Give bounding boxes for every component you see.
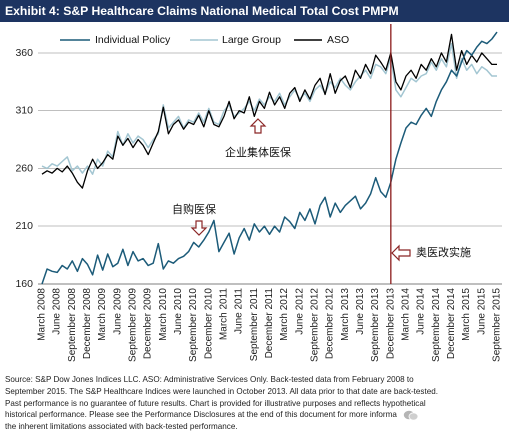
legend: Individual Policy Large Group ASO — [60, 34, 349, 46]
y-tick-label: 310 — [15, 105, 33, 117]
footnote-line: historical performance. Please see the P… — [5, 410, 397, 420]
x-tick-label: June 2012 — [294, 288, 305, 335]
y-tick-label: 360 — [15, 47, 33, 59]
x-tick-label: March 2015 — [461, 288, 472, 341]
y-tick-label: 260 — [15, 162, 33, 174]
x-tick-label: June 2013 — [355, 288, 366, 335]
chart-title: Exhibit 4: S&P Healthcare Claims Nationa… — [5, 4, 399, 18]
x-tick-label: September 2012 — [310, 288, 321, 362]
legend-item-large-group: Large Group — [190, 34, 281, 46]
x-tick-label: March 2011 — [219, 288, 230, 341]
footnote-line-with-watermark: historical performance. Please see the P… — [5, 409, 505, 421]
y-tick-label: 210 — [15, 220, 33, 232]
x-tick-label: June 2009 — [112, 288, 123, 335]
x-tick-label: December 2009 — [143, 288, 154, 360]
annotation-label: 企业集体医保 — [225, 145, 291, 159]
wechat-watermark-icon — [403, 410, 419, 421]
up-arrow-icon — [249, 118, 267, 134]
legend-label-large-group: Large Group — [222, 34, 281, 46]
x-tick-label: June 2014 — [416, 288, 427, 335]
legend-item-individual-policy: Individual Policy — [60, 34, 171, 46]
footnote-line: Past performance is no guarantee of futu… — [5, 398, 426, 408]
x-tick-label: March 2009 — [97, 288, 108, 341]
legend-label-individual-policy: Individual Policy — [95, 34, 171, 46]
x-tick-label: December 2012 — [325, 288, 336, 360]
annotation-enterprise-group: 企业集体医保 — [225, 118, 291, 159]
series-line-large-group — [41, 42, 497, 175]
x-tick-label: September 2011 — [249, 288, 260, 362]
footnote-line: the inherent limitations associated with… — [5, 422, 238, 432]
x-tick-label: December 2011 — [264, 288, 275, 359]
series-lines — [41, 31, 498, 285]
x-tick-label: September 2013 — [370, 288, 381, 362]
y-tick-labels: 160 210 260 310 360 — [15, 47, 33, 290]
left-arrow-icon — [391, 244, 411, 262]
line-chart: 160 210 260 310 360 March 2008 June 2008 Septe… — [15, 24, 503, 362]
footnote-line: Source: S&P Dow Jones Indices LLC. ASO: … — [5, 375, 414, 384]
x-tick-label: March 2008 — [37, 288, 48, 341]
series-line-aso — [41, 33, 497, 189]
annotation-aca: 奥医改实施 — [391, 244, 471, 262]
x-tick-label: December 2013 — [385, 288, 396, 360]
x-tick-label: September 2014 — [431, 288, 442, 362]
annotation-individual: 自购医保 — [172, 202, 216, 236]
x-tick-label: June 2008 — [52, 288, 63, 335]
x-tick-label: December 2008 — [82, 288, 93, 360]
x-tick-label: March 2013 — [340, 288, 351, 341]
x-tick-label: June 2010 — [173, 288, 184, 335]
x-tick-label: December 2010 — [203, 288, 214, 360]
x-tick-label: December 2014 — [446, 288, 457, 360]
footnote-line: September 2015. The S&P Healthcare Indic… — [5, 386, 438, 396]
title-bar: Exhibit 4: S&P Healthcare Claims Nationa… — [0, 0, 509, 22]
x-tick-label: March 2014 — [401, 288, 412, 341]
x-tick-label: September 2015 — [492, 288, 503, 362]
annotation-label: 自购医保 — [172, 202, 216, 216]
legend-label-aso: ASO — [327, 34, 349, 46]
x-tick-label: September 2010 — [188, 288, 199, 362]
footnote: Source: S&P Dow Jones Indices LLC. ASO: … — [5, 374, 505, 433]
x-tick-label: June 2011 — [234, 288, 245, 334]
series-line-individual-policy — [41, 31, 498, 285]
x-tick-label: September 2009 — [128, 288, 139, 362]
annotation-label: 奥医改实施 — [416, 245, 471, 259]
x-tick-label: March 2012 — [279, 288, 290, 341]
y-tick-label: 160 — [15, 278, 33, 290]
x-tick-labels: March 2008 June 2008 September 2008 Decembe… — [37, 288, 503, 362]
legend-item-aso: ASO — [294, 34, 349, 46]
x-tick-label: June 2015 — [476, 288, 487, 335]
x-tick-label: September 2008 — [67, 288, 78, 362]
x-tick-label: March 2010 — [158, 288, 169, 341]
down-arrow-icon — [190, 220, 208, 236]
